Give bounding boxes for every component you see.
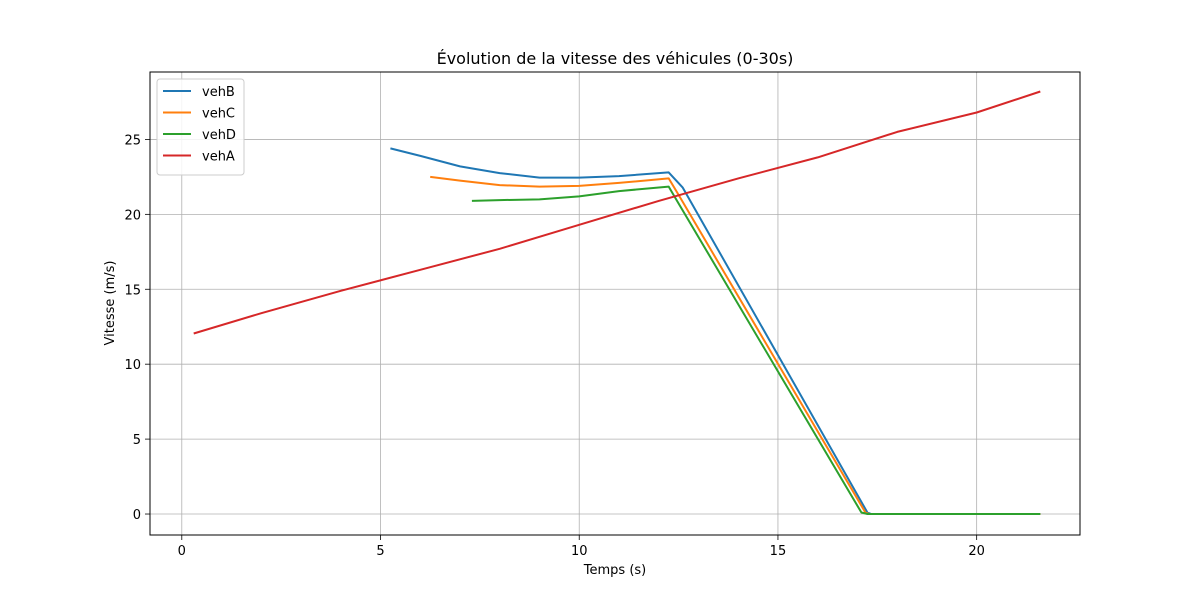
series-line-vehB (390, 147, 1041, 515)
x-tick-label: 15 (770, 544, 787, 559)
y-axis-ticks: 0 5 10 15 20 25 (124, 133, 150, 523)
y-tick-label: 15 (124, 283, 141, 298)
y-tick-label: 0 (133, 508, 141, 523)
chart-title: Évolution de la vitesse des véhicules (0… (437, 49, 794, 68)
x-tick-label: 0 (178, 544, 186, 559)
y-axis-label: Vitesse (m/s) (103, 261, 118, 346)
plot-lines (193, 90, 1041, 515)
series-line-vehD (471, 185, 1041, 515)
legend-label: vehD (202, 128, 236, 143)
x-tick-label: 5 (376, 544, 384, 559)
x-tick-label: 20 (968, 544, 985, 559)
series-line-vehA (193, 90, 1041, 335)
y-tick-label: 20 (124, 208, 141, 223)
legend: vehB vehC vehD vehA (156, 78, 245, 176)
x-axis-label: Temps (s) (583, 563, 646, 578)
x-tick-label: 10 (571, 544, 588, 559)
plot-frame (149, 71, 1081, 536)
legend-label: vehB (202, 85, 235, 100)
series-line-vehC (430, 175, 1041, 515)
y-tick-label: 10 (124, 358, 141, 373)
legend-label: vehA (202, 150, 235, 165)
y-tick-label: 25 (124, 133, 141, 148)
legend-label: vehC (202, 107, 235, 122)
x-axis-ticks: 0 5 10 15 20 (178, 535, 985, 559)
y-tick-label: 5 (133, 433, 141, 448)
legend-box (156, 78, 245, 176)
grid (150, 72, 1080, 535)
